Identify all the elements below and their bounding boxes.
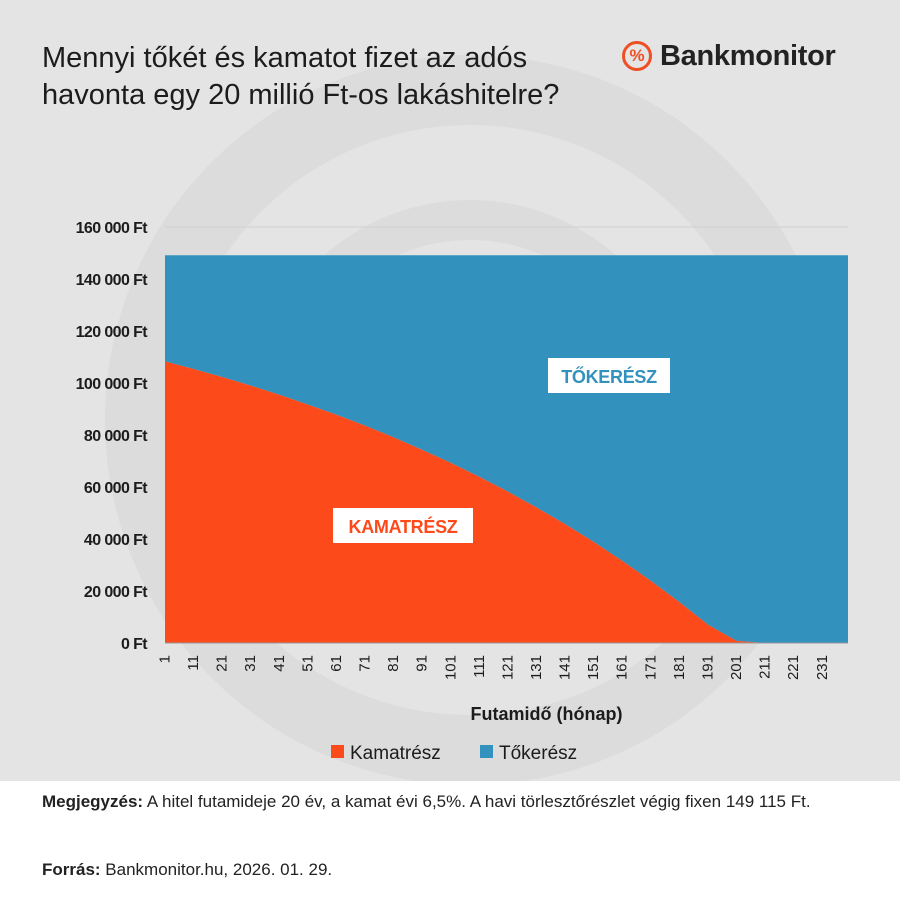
x-tick-label: 231 [814, 655, 831, 680]
x-tick-label: 161 [614, 655, 631, 680]
x-tick-label: 221 [785, 655, 802, 680]
y-tick-label: 60 000 Ft [84, 480, 148, 497]
bankmonitor-logo: % Bankmonitor [622, 36, 836, 76]
footer: Megjegyzés: A hitel futamideje 20 év, a … [0, 781, 900, 900]
x-axis-title: Futamidő (hónap) [471, 704, 623, 724]
y-tick-label: 20 000 Ft [84, 584, 148, 601]
y-tick-label: 0 Ft [121, 636, 148, 653]
x-tick-label: 201 [728, 655, 745, 680]
x-tick-label: 121 [499, 655, 516, 680]
area-series-tokeresz [165, 255, 848, 644]
x-tick-label: 1 [157, 655, 174, 663]
legend-swatch-1 [480, 745, 493, 758]
x-tick-label: 181 [671, 655, 688, 680]
y-tick-label: 100 000 Ft [76, 376, 149, 393]
note-label: Megjegyzés: [42, 792, 144, 811]
x-tick-label: 91 [414, 655, 431, 672]
x-tick-label: 101 [442, 655, 459, 680]
y-tick-label: 120 000 Ft [76, 324, 149, 341]
area-chart: 0 Ft 20 000 Ft 40 000 Ft 60 000 Ft 80 000 Ft… [76, 220, 848, 764]
x-tick-label: 211 [757, 655, 774, 679]
footnote: Megjegyzés: A hitel futamideje 20 év, a … [42, 791, 862, 813]
note-text: A hitel futamideje 20 év, a kamat évi 6,… [143, 792, 811, 811]
logo-text: Bankmonitor [660, 39, 836, 72]
source-text: Bankmonitor.hu, 2026. 01. 29. [100, 860, 333, 879]
x-tick-label: 131 [528, 655, 545, 680]
legend-swatch-0 [331, 745, 344, 758]
x-tick-label: 61 [328, 655, 345, 672]
kamatresz-area-label: KAMATRÉSZ [349, 516, 458, 537]
y-tick-label: 140 000 Ft [76, 272, 149, 289]
x-tick-label: 11 [185, 655, 202, 671]
tokeresz-area-label: TŐKERÉSZ [561, 366, 657, 387]
y-tick-label: 40 000 Ft [84, 532, 148, 549]
x-tick-label: 21 [214, 655, 231, 672]
x-tick-label: 151 [585, 655, 602, 680]
y-tick-label: 80 000 Ft [84, 428, 148, 445]
legend-label-1: Tőkerész [499, 743, 577, 764]
x-tick-label: 191 [700, 655, 717, 680]
legend-label-0: Kamatrész [350, 743, 441, 764]
x-tick-label: 41 [271, 655, 288, 672]
kamatresz-area-label-box [333, 508, 473, 543]
percent-icon: % [622, 41, 652, 71]
x-tick-label: 71 [357, 655, 374, 672]
x-tick-label: 51 [299, 655, 316, 672]
x-tick-label: 111 [471, 655, 488, 678]
area-series-kamatresz [165, 361, 848, 643]
y-tick-label: 160 000 Ft [76, 220, 149, 237]
x-tick-label: 141 [557, 655, 574, 680]
x-tick-label: 171 [642, 655, 659, 680]
source-line: Forrás: Bankmonitor.hu, 2026. 01. 29. [42, 859, 332, 881]
chart-title: Mennyi tőkét és kamatot fizet az adós ha… [42, 42, 560, 111]
x-tick-label: 81 [385, 655, 402, 672]
source-label: Forrás: [42, 860, 101, 879]
chart-panel: Mennyi tőkét és kamatot fizet az adós ha… [0, 0, 900, 781]
x-tick-label: 31 [242, 655, 259, 672]
tokeresz-area-label-box [548, 358, 670, 393]
